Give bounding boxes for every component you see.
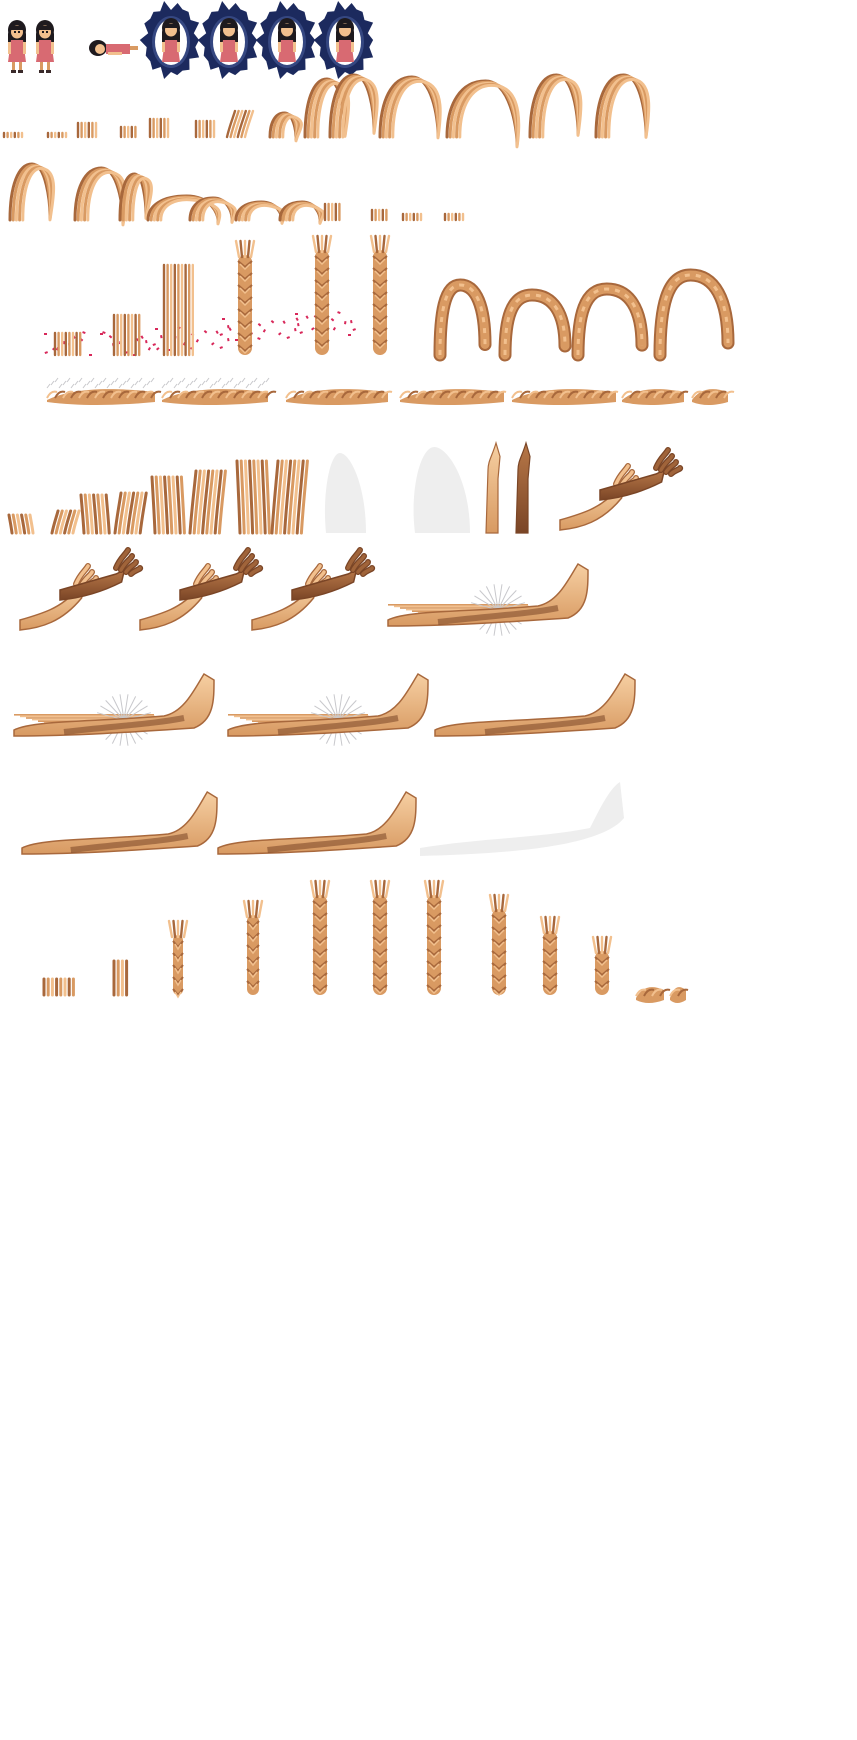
braid-pillar-frame-1 [42,977,75,997]
braid-pillar-frame-10 [591,935,613,995]
hair-sprout-frame-2 [50,509,81,535]
hair-fall-frame-6 [234,200,287,225]
hair-rise-frame-11 [378,75,442,140]
hair-pillar-frame-7 [433,278,492,362]
hair-pillar-frame-8 [498,288,572,362]
hair-rise-frame-4 [119,125,137,139]
hair-rise-frame-7 [225,109,255,139]
ghost-arm-sprite [420,782,624,856]
hold-arm-frame-1 [21,790,218,855]
thrust-arm-frame-2 [13,672,215,746]
hair-rise-frame-5 [148,117,170,139]
braid-pillar-frame-6 [369,879,391,995]
hair-pillar-frame-2 [112,313,141,357]
braid-pillar-frame-7 [423,879,445,995]
girl-standing-sprite [8,20,26,73]
hair-rise-frame-10 [328,73,379,139]
braid-pillar-frame-5 [309,879,331,995]
hair-pillar-frame-4 [234,239,256,355]
hair-fall-frame-1 [8,162,56,222]
hair-pillar-frame-1 [53,331,82,357]
hair-fall-frame-8 [323,202,341,222]
hair-rise-frame-6 [194,119,216,139]
flower-burst-frame-1 [44,331,92,356]
hair-fall-frame-7 [278,200,326,225]
braid-pillar-frame-12 [669,987,689,1003]
hair-rise-frame-8 [268,111,303,143]
grab-hand-dark-2 [59,547,144,601]
hair-ground-frame-2 [161,377,277,405]
hair-fall-frame-2 [73,166,128,227]
flower-burst-frame-4 [219,316,299,341]
girl-aura-sprite [197,1,258,79]
hair-fall-frame-3 [118,172,153,222]
hair-pillar-frame-3 [162,263,194,357]
hair-sprout-frame-7 [235,459,271,535]
grab-hand-dark-3 [179,547,264,601]
flower-burst-frame-5 [295,311,357,336]
girl-aura-sprite [255,1,316,79]
grab-hand-dark-1 [599,447,684,501]
hair-fall-frame-9 [370,208,388,222]
hair-rise-frame-14 [594,73,651,139]
hair-sprout-frame-6 [188,469,227,535]
braid-pillar-frame-9 [539,915,561,995]
forearm-light-sprite [485,440,501,534]
hair-sprout-frame-1 [7,513,35,535]
hair-pillar-frame-5 [311,234,333,355]
hair-ground-frame-3 [285,389,393,405]
hair-ground-frame-7 [691,389,735,405]
hair-sprout-frame-3 [79,493,111,535]
hair-rise-frame-12 [445,79,521,149]
hair-ground-frame-1 [46,377,162,405]
braid-pillar-frame-8 [488,893,510,997]
flower-burst-frame-2 [100,331,160,356]
hair-ground-frame-6 [621,389,689,405]
hair-sprout-frame-5 [150,475,186,535]
hair-pillar-frame-6 [369,234,391,355]
hair-ground-frame-4 [399,389,507,405]
hair-pillar-frame-10 [653,268,735,362]
hair-ground-frame-5 [511,389,619,405]
grab-hand-dark-4 [291,547,376,601]
girl-aura-sprite [139,1,200,79]
girl-aura-sprite [313,1,374,79]
hold-arm-frame-2 [217,790,417,855]
braid-pillar-frame-3 [167,919,189,999]
braid-pillar-frame-11 [635,987,671,1003]
thrust-arm-frame-3 [227,672,429,746]
hair-rise-frame-13 [528,73,583,139]
braid-pillar-frame-2 [112,959,129,997]
forearm-dark-sprite [515,440,531,534]
hair-fall-frame-11 [443,212,465,222]
braid-pillar-frame-4 [242,899,264,995]
thrust-arm-frame-1 [387,562,589,636]
hair-rise-frame-3 [76,121,98,139]
ghost-sprite-2 [413,447,470,533]
girl-lying-sprite [89,40,138,56]
hair-fall-frame-5 [188,196,237,224]
hair-rise-frame-1 [2,131,24,139]
hair-rise-frame-2 [46,131,68,139]
hair-sprout-frame-4 [113,491,148,535]
ghost-sprite-1 [324,453,366,533]
hair-sprout-frame-8 [270,459,309,535]
thrust-arm-frame-4 [434,672,636,737]
hair-fall-frame-10 [401,212,423,222]
hair-pillar-frame-9 [571,282,649,362]
girl-standing-sprite [36,20,54,73]
